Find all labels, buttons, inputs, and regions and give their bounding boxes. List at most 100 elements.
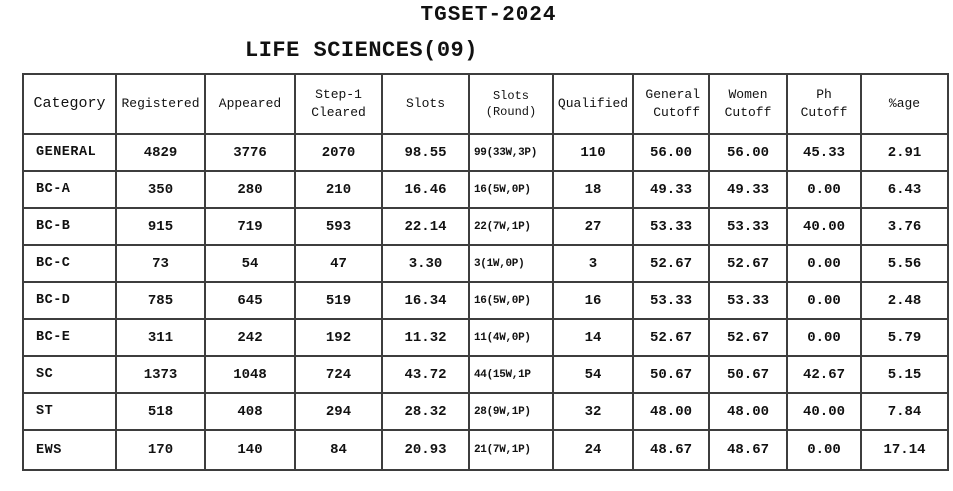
cell-slots_round: 11(4W,0P) (468, 318, 554, 357)
column-header-qualified: Qualified (552, 73, 634, 135)
cell-general_cutoff: 53.33 (632, 207, 710, 246)
cell-slots: 98.55 (381, 133, 470, 172)
cell-slots_round: 21(7W,1P) (468, 429, 554, 471)
cell-slots: 16.46 (381, 170, 470, 209)
cell-registered: 73 (115, 244, 206, 283)
cell-qualified: 32 (552, 392, 634, 431)
cell-pct_age: 6.43 (860, 170, 949, 209)
cell-step1_cleared: 294 (294, 392, 383, 431)
table-row: ST 518 408 294 28.32 28(9W,1P) 32 48.00 48.00 40.… (22, 392, 949, 431)
cell-category: ST (22, 392, 117, 431)
cell-slots: 20.93 (381, 429, 470, 471)
table-row: BC-D 785 645 519 16.34 16(5W,0P) 16 53.33 53.33 0… (22, 281, 949, 320)
cell-slots_round: 22(7W,1P) (468, 207, 554, 246)
cell-appeared: 140 (204, 429, 296, 471)
cell-step1_cleared: 2070 (294, 133, 383, 172)
cell-general_cutoff: 52.67 (632, 244, 710, 283)
column-header-slots: Slots (381, 73, 470, 135)
table-row: BC-C 73 54 47 3.30 3(1W,0P) 3 52.67 52.67 0.00 5.5… (22, 244, 949, 283)
cell-category: BC-B (22, 207, 117, 246)
cell-slots_round: 3(1W,0P) (468, 244, 554, 283)
cell-slots_round: 16(5W,0P) (468, 170, 554, 209)
column-header-appeared: Appeared (204, 73, 296, 135)
cell-women_cutoff: 48.67 (708, 429, 788, 471)
cell-qualified: 18 (552, 170, 634, 209)
cell-general_cutoff: 52.67 (632, 318, 710, 357)
cell-qualified: 54 (552, 355, 634, 394)
cell-general_cutoff: 50.67 (632, 355, 710, 394)
cell-qualified: 27 (552, 207, 634, 246)
column-header-ph_cutoff: Ph Cutoff (786, 73, 862, 135)
cell-slots: 3.30 (381, 244, 470, 283)
cell-slots_round: 99(33W,3P) (468, 133, 554, 172)
cell-pct_age: 5.56 (860, 244, 949, 283)
cell-step1_cleared: 724 (294, 355, 383, 394)
cell-women_cutoff: 53.33 (708, 207, 788, 246)
cell-women_cutoff: 53.33 (708, 281, 788, 320)
cell-registered: 311 (115, 318, 206, 357)
cell-slots: 43.72 (381, 355, 470, 394)
table-row: BC-A 350 280 210 16.46 16(5W,0P) 18 49.33 49.33 0… (22, 170, 949, 209)
cell-ph_cutoff: 45.33 (786, 133, 862, 172)
cell-step1_cleared: 84 (294, 429, 383, 471)
cell-qualified: 3 (552, 244, 634, 283)
cell-pct_age: 3.76 (860, 207, 949, 246)
column-header-slots_round: Slots (Round) (468, 73, 554, 135)
cell-appeared: 1048 (204, 355, 296, 394)
subject-title: LIFE SCIENCES(09) (245, 38, 478, 63)
cell-general_cutoff: 56.00 (632, 133, 710, 172)
cell-step1_cleared: 47 (294, 244, 383, 283)
column-header-women_cutoff: Women Cutoff (708, 73, 788, 135)
cell-ph_cutoff: 0.00 (786, 244, 862, 283)
cell-registered: 350 (115, 170, 206, 209)
cell-women_cutoff: 52.67 (708, 244, 788, 283)
cell-category: BC-D (22, 281, 117, 320)
column-header-category: Category (22, 73, 117, 135)
column-header-registered: Registered (115, 73, 206, 135)
cell-pct_age: 7.84 (860, 392, 949, 431)
cell-pct_age: 5.79 (860, 318, 949, 357)
cell-registered: 1373 (115, 355, 206, 394)
cell-category: SC (22, 355, 117, 394)
cell-ph_cutoff: 42.67 (786, 355, 862, 394)
table-row: BC-E 311 242 192 11.32 11(4W,0P) 14 52.67 52.67 0… (22, 318, 949, 357)
cell-ph_cutoff: 0.00 (786, 281, 862, 320)
cell-slots_round: 28(9W,1P) (468, 392, 554, 431)
cell-slots: 11.32 (381, 318, 470, 357)
cell-category: EWS (22, 429, 117, 471)
cell-qualified: 110 (552, 133, 634, 172)
cell-women_cutoff: 56.00 (708, 133, 788, 172)
cell-qualified: 24 (552, 429, 634, 471)
cell-slots_round: 16(5W,0P) (468, 281, 554, 320)
cutoff-results-table: Category Registered Appeared Step-1 Cleared… (22, 73, 949, 471)
column-header-pct_age: %age (860, 73, 949, 135)
cell-registered: 785 (115, 281, 206, 320)
cell-appeared: 54 (204, 244, 296, 283)
cell-step1_cleared: 593 (294, 207, 383, 246)
cell-ph_cutoff: 0.00 (786, 429, 862, 471)
column-header-step1_cleared: Step-1 Cleared (294, 73, 383, 135)
cell-step1_cleared: 519 (294, 281, 383, 320)
cell-ph_cutoff: 0.00 (786, 318, 862, 357)
cell-slots: 16.34 (381, 281, 470, 320)
cell-ph_cutoff: 40.00 (786, 207, 862, 246)
cell-category: BC-A (22, 170, 117, 209)
cell-pct_age: 2.48 (860, 281, 949, 320)
cell-women_cutoff: 49.33 (708, 170, 788, 209)
cell-ph_cutoff: 40.00 (786, 392, 862, 431)
cell-pct_age: 2.91 (860, 133, 949, 172)
cell-slots_round: 44(15W,1P (468, 355, 554, 394)
cell-women_cutoff: 52.67 (708, 318, 788, 357)
cell-qualified: 16 (552, 281, 634, 320)
cell-general_cutoff: 48.00 (632, 392, 710, 431)
cell-slots: 28.32 (381, 392, 470, 431)
cell-general_cutoff: 48.67 (632, 429, 710, 471)
cell-step1_cleared: 210 (294, 170, 383, 209)
cell-appeared: 3776 (204, 133, 296, 172)
cell-general_cutoff: 53.33 (632, 281, 710, 320)
cell-general_cutoff: 49.33 (632, 170, 710, 209)
cell-appeared: 408 (204, 392, 296, 431)
cell-pct_age: 5.15 (860, 355, 949, 394)
table-body: GENERAL 4829 3776 2070 98.55 99(33W,3P) 110 56.… (22, 133, 949, 471)
